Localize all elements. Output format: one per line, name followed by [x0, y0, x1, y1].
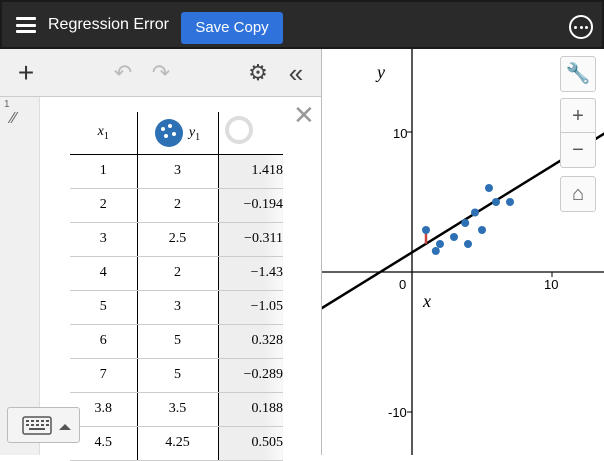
column-style-icon[interactable]: [224, 116, 253, 145]
table-cell[interactable]: 7: [70, 358, 138, 393]
data-point: [431, 247, 440, 255]
table-cell[interactable]: −0.311: [218, 222, 283, 257]
column-header-residual[interactable]: [218, 112, 283, 155]
save-copy-button[interactable]: Save Copy: [181, 12, 283, 44]
undo-icon[interactable]: ↶: [113, 60, 133, 85]
data-point: [471, 208, 479, 217]
table-cell[interactable]: 3: [70, 222, 138, 257]
keyboard-icon: [22, 416, 71, 435]
top-bar: Regression Error Save Copy: [0, 0, 604, 49]
table-cell[interactable]: −1.05: [218, 290, 283, 325]
table-row: 5 3 −1.05: [70, 290, 283, 325]
origin-label: 0: [399, 277, 406, 292]
add-expression-icon[interactable]: +: [17, 57, 35, 88]
table-row: 6 5 0.328: [70, 324, 283, 359]
zoom-controls: + −: [560, 98, 596, 168]
delete-expression-icon[interactable]: ✕: [293, 100, 315, 130]
table-cell[interactable]: 2: [137, 256, 219, 291]
expression-gutter: 1 ⁄⁄: [0, 97, 40, 455]
table-cell[interactable]: −0.289: [218, 358, 283, 393]
table-row: 4 2 −1.43: [70, 256, 283, 291]
table-row: 7 5 −0.289: [70, 358, 283, 393]
expression-index: 1: [4, 99, 10, 110]
graph-title[interactable]: Regression Error: [48, 16, 169, 33]
table-row: 3.8 3.5 0.188: [70, 392, 283, 427]
more-options-icon[interactable]: [569, 15, 593, 39]
x-axis-label: x: [422, 291, 431, 311]
expression-toolbar: + ↶ ↷ ⚙ «: [0, 49, 321, 97]
wrench-icon: 🔧: [565, 63, 591, 85]
table-cell[interactable]: 0.328: [218, 324, 283, 359]
table-cell[interactable]: 5: [137, 358, 219, 393]
redo-icon[interactable]: ↷: [151, 60, 171, 85]
table-cell[interactable]: 3: [137, 290, 219, 325]
zoom-in-button[interactable]: +: [561, 99, 595, 133]
menu-icon[interactable]: [16, 17, 36, 33]
data-table: x1 y1 1 3 1.418 2 2 −0.194 3 2.5 −0.311 4 2 −1.43 5 3…: [70, 112, 283, 461]
data-point: [485, 184, 493, 192]
table-cell[interactable]: 2: [137, 188, 219, 223]
collapse-panel-icon[interactable]: «: [288, 58, 304, 88]
table-cell[interactable]: 3.5: [137, 392, 219, 427]
x-tick-10: 10: [544, 277, 558, 292]
column-header-x[interactable]: x1: [70, 112, 138, 155]
data-point: [422, 226, 430, 234]
table-cell[interactable]: 3.8: [70, 392, 138, 427]
data-point: [464, 240, 472, 248]
table-cell[interactable]: 2: [70, 188, 138, 223]
data-point: [436, 240, 444, 248]
point-style-icon[interactable]: [154, 118, 183, 147]
y-axis-label: y: [375, 62, 385, 82]
settings-gear-icon[interactable]: ⚙: [248, 60, 268, 85]
table-cell[interactable]: −1.43: [218, 256, 283, 291]
column-header-y[interactable]: y1: [137, 112, 219, 155]
table-row: 1 3 1.418: [70, 154, 283, 189]
table-cell[interactable]: −0.194: [218, 188, 283, 223]
table-cell[interactable]: 4: [70, 256, 138, 291]
graph-settings-button[interactable]: 🔧: [560, 56, 596, 92]
data-point: [461, 219, 470, 227]
y-tick-10: 10: [393, 126, 407, 141]
data-point: [492, 198, 500, 206]
regression-stats-icon[interactable]: ⁄⁄: [11, 110, 17, 127]
table-row: 3 2.5 −0.311: [70, 222, 283, 257]
table-row: 2 2 −0.194: [70, 188, 283, 223]
table-cell[interactable]: 1: [70, 154, 138, 189]
table-cell[interactable]: 3: [137, 154, 219, 189]
data-point: [506, 198, 514, 206]
y-tick-minus-10: -10: [388, 405, 407, 420]
table-cell[interactable]: 2.5: [137, 222, 219, 257]
table-cell[interactable]: 0.188: [218, 392, 283, 427]
home-zoom-button[interactable]: ⌂: [560, 176, 596, 212]
table-cell[interactable]: 5: [70, 290, 138, 325]
table-cell[interactable]: 5: [137, 324, 219, 359]
data-point: [450, 233, 458, 241]
table-cell[interactable]: 6: [70, 324, 138, 359]
home-icon: ⌂: [571, 183, 585, 205]
keyboard-toggle-button[interactable]: [7, 407, 80, 443]
zoom-out-button[interactable]: −: [572, 139, 584, 161]
table-cell[interactable]: 1.418: [218, 154, 283, 189]
data-point: [478, 226, 486, 234]
